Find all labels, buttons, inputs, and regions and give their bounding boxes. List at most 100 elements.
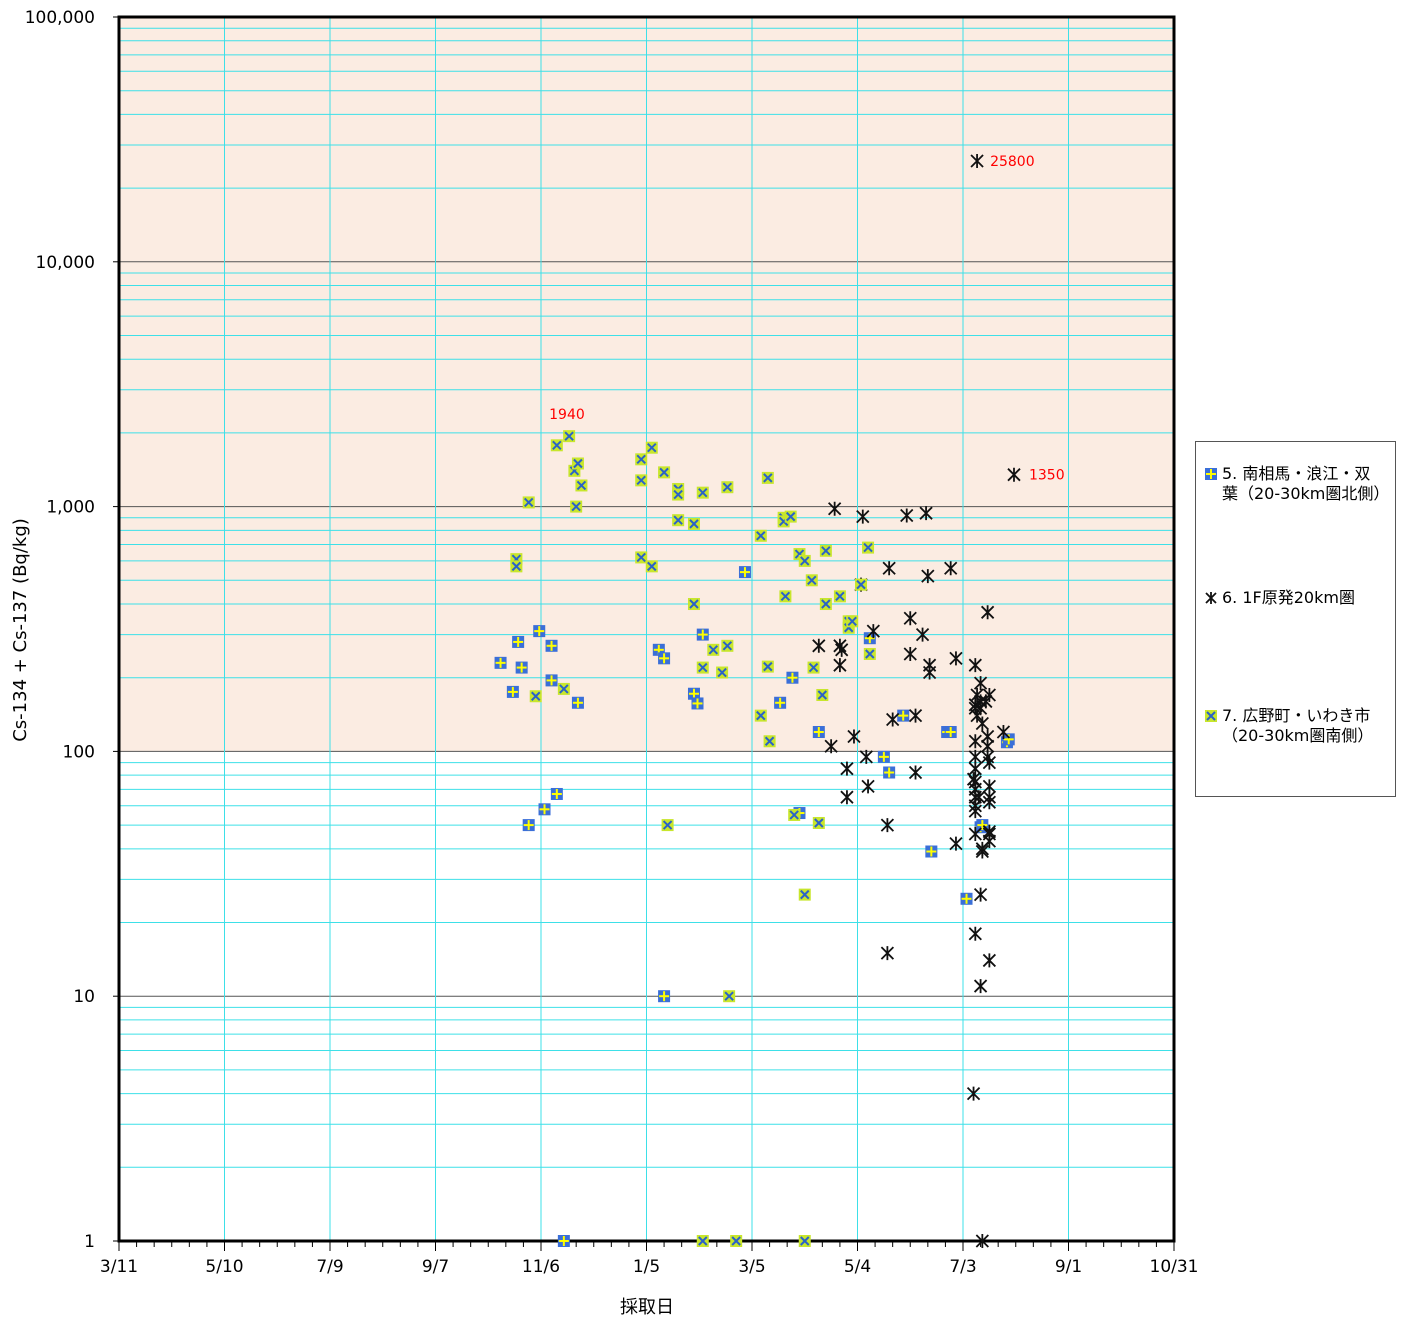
- y-axis-title: Cs-134 + Cs-137 (Bq/kg): [10, 518, 31, 742]
- data-point-series7: [763, 735, 776, 748]
- data-point-series7: [571, 457, 584, 470]
- data-point-series7: [855, 578, 868, 591]
- data-point-series5: [571, 696, 584, 709]
- legend-item: 7. 広野町・いわき市（20-30km圏南側）: [1204, 706, 1389, 746]
- data-point-series6: [880, 818, 895, 833]
- data-point-series6: [847, 729, 861, 744]
- data-point-series7: [784, 510, 797, 523]
- data-point-series6: [880, 946, 895, 961]
- legend-label: 5. 南相馬・浪江・双葉（20-30km圏北側）: [1222, 464, 1390, 503]
- data-point-series6: [968, 658, 982, 673]
- data-point-series6: [972, 790, 986, 805]
- data-point-series5: [494, 656, 507, 669]
- data-point-series7: [730, 1235, 743, 1247]
- data-point-series5: [545, 639, 558, 652]
- data-point-series6: [856, 509, 870, 524]
- data-point-series6: [968, 826, 982, 841]
- data-point-series5: [696, 628, 709, 641]
- data-point-series6: [840, 790, 854, 805]
- y-tick-label: 1,000: [46, 498, 95, 518]
- data-point-series6: [840, 761, 854, 776]
- data-point-series6: [968, 804, 982, 819]
- y-tick-label: 1: [84, 1232, 95, 1252]
- data-point-series6: [921, 569, 935, 584]
- data-point-series6: [975, 1234, 989, 1248]
- data-point-series5: [522, 819, 535, 832]
- data-point-series7: [798, 554, 811, 567]
- data-point-series5: [545, 674, 558, 687]
- data-point-series7: [721, 639, 734, 652]
- data-point-series6: [908, 765, 923, 780]
- data-point-series7: [807, 661, 820, 674]
- data-point-series6: [970, 154, 984, 169]
- data-label: 25800: [990, 154, 1035, 170]
- x-tick-label: 5/4: [844, 1257, 871, 1277]
- data-label: 1350: [1029, 468, 1065, 484]
- x-tick-label: 9/7: [422, 1257, 449, 1277]
- data-point-series7: [687, 598, 700, 611]
- data-point-series6: [968, 734, 982, 749]
- data-point-series7: [798, 1235, 811, 1247]
- legend: 5. 南相馬・浪江・双葉（20-30km圏北側） 6. 1F原発20km圏 7.…: [1195, 441, 1396, 797]
- data-point-series6: [900, 508, 914, 523]
- data-point-series7: [846, 615, 859, 628]
- data-point-series6: [973, 887, 988, 902]
- data-point-series5: [738, 566, 751, 579]
- x-tick-label: 11/6: [522, 1257, 560, 1277]
- data-point-series7: [658, 466, 671, 479]
- y-tick-label: 100: [63, 742, 95, 762]
- asterisk-marker-icon: [1205, 592, 1217, 604]
- data-point-series7: [687, 517, 700, 530]
- data-point-series6: [982, 795, 997, 810]
- data-point-series7: [863, 647, 876, 660]
- data-point-series7: [721, 481, 734, 494]
- axis-ticks: [113, 16, 1175, 1251]
- data-point-series6: [866, 624, 880, 639]
- data-point-series7: [645, 560, 658, 573]
- data-point-series5: [877, 750, 890, 763]
- data-point-series7: [672, 514, 685, 527]
- legend-item: 5. 南相馬・浪江・双葉（20-30km圏北側）: [1204, 464, 1389, 504]
- data-point-series6: [903, 646, 917, 661]
- data-point-series6: [968, 761, 982, 776]
- data-point-series6: [982, 755, 997, 770]
- data-point-series6: [886, 712, 900, 727]
- x-tick-label: 3/11: [100, 1257, 138, 1277]
- data-point-series6: [1007, 467, 1021, 482]
- data-point-series5: [550, 787, 563, 800]
- data-point-series7: [754, 529, 767, 542]
- data-point-series5: [812, 726, 825, 739]
- data-point-series7: [812, 816, 825, 829]
- data-point-series7: [661, 819, 674, 832]
- data-point-series6: [982, 953, 997, 968]
- data-point-series7: [529, 690, 542, 703]
- data-point-series6: [980, 605, 995, 620]
- data-point-series5: [533, 625, 546, 638]
- data-point-series5: [883, 766, 896, 779]
- data-point-series7: [761, 471, 774, 484]
- x-axis-title: 採取日: [620, 1297, 674, 1318]
- data-point-series5: [960, 892, 973, 905]
- data-point-series6: [882, 561, 896, 576]
- data-point-series6: [973, 676, 988, 691]
- data-point-series7: [550, 439, 563, 452]
- legend-item: 6. 1F原発20km圏: [1204, 588, 1389, 608]
- data-point-series6: [979, 694, 993, 709]
- data-point-series7: [833, 590, 846, 603]
- data-point-series6: [915, 627, 930, 642]
- data-point-series5: [512, 635, 525, 648]
- data-point-series7: [522, 496, 535, 509]
- data-point-series6: [968, 926, 982, 941]
- x-tick-label: 5/10: [205, 1257, 243, 1277]
- data-point-series5: [774, 696, 787, 709]
- data-point-series6: [982, 834, 997, 849]
- data-point-series7: [672, 488, 685, 501]
- x-tick-label: 1/5: [633, 1257, 660, 1277]
- y-tick-label: 100,000: [25, 8, 95, 28]
- data-point-series5: [691, 697, 704, 710]
- data-point-series7: [788, 808, 801, 821]
- data-point-series7: [723, 990, 736, 1003]
- data-point-series7: [557, 682, 570, 695]
- x-tick-label: 7/3: [949, 1257, 976, 1277]
